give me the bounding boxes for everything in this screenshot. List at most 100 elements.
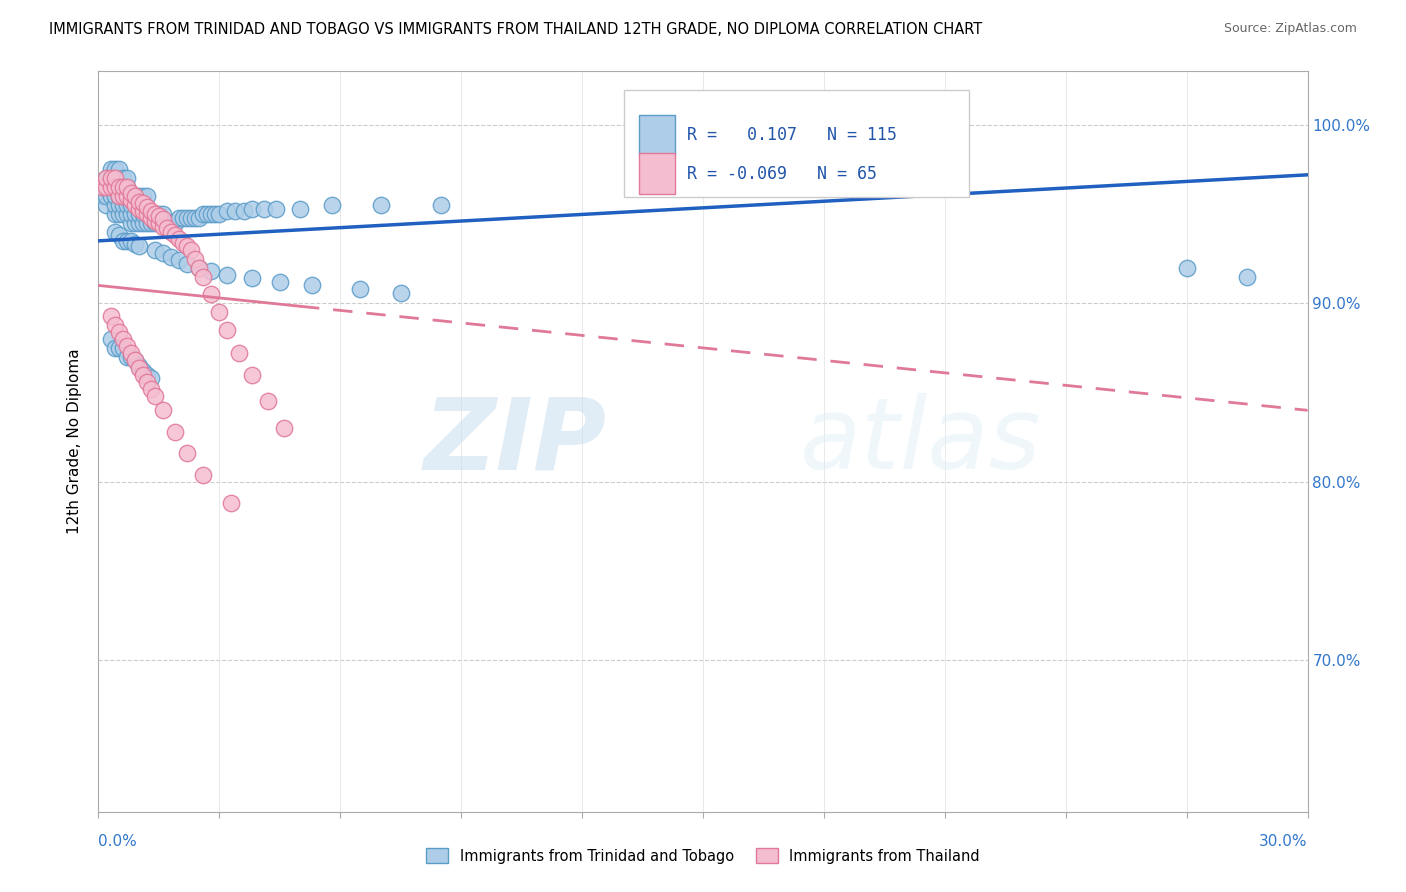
Text: R =   0.107   N = 115: R = 0.107 N = 115 [688,126,897,144]
Point [132,207,155,221]
Point [111,198,134,212]
Point [176,211,198,225]
Point [273,421,295,435]
Point [240,368,263,382]
Point [256,394,278,409]
Text: 0.0%: 0.0% [98,834,138,849]
Point [148,216,170,230]
Point [132,189,155,203]
Point [115,171,138,186]
Point [132,196,155,211]
Point [228,346,250,360]
Text: R = -0.069   N = 65: R = -0.069 N = 65 [688,165,877,183]
Point [128,216,150,230]
Point [115,180,138,194]
Point [143,207,166,221]
Point [124,198,146,212]
Point [111,332,134,346]
Point [156,221,179,235]
Point [124,198,146,212]
Point [103,180,125,194]
Point [128,198,150,212]
Point [152,246,174,260]
Point [103,162,125,177]
Point [107,341,129,355]
Point [180,243,202,257]
Point [184,211,207,225]
Point [115,180,138,194]
Point [1236,269,1258,284]
Point [124,216,146,230]
Text: ZIP: ZIP [423,393,606,490]
FancyBboxPatch shape [638,114,675,155]
Point [208,207,231,221]
Point [221,496,243,510]
Point [120,198,142,212]
Point [107,207,129,221]
Point [288,202,311,216]
Point [193,269,215,284]
Point [389,285,412,300]
Point [148,216,170,230]
Point [156,216,179,230]
Point [200,207,222,221]
Point [240,271,263,285]
Point [172,211,194,225]
Point [120,346,142,360]
Point [111,180,134,194]
Point [163,425,186,439]
Point [370,198,392,212]
Point [152,207,174,221]
Point [111,189,134,203]
FancyBboxPatch shape [638,153,675,194]
Point [152,403,174,417]
Point [217,323,239,337]
Point [135,375,157,389]
Point [1175,260,1198,275]
Point [107,189,129,203]
Point [107,180,129,194]
Point [152,219,174,234]
Point [96,189,118,203]
Point [152,216,174,230]
Point [188,260,211,275]
Point [349,282,371,296]
Point [124,189,146,203]
Point [135,200,157,214]
Point [91,189,114,203]
Point [107,189,129,203]
Point [139,207,162,221]
Point [132,216,155,230]
Text: atlas: atlas [800,393,1042,490]
Point [135,368,157,382]
Point [103,207,125,221]
Point [107,228,129,243]
Point [148,209,170,223]
Point [111,207,134,221]
Point [128,202,150,216]
Point [195,207,218,221]
Point [132,364,155,378]
Point [160,250,183,264]
Point [96,171,118,186]
Point [188,211,211,225]
Point [152,212,174,227]
Point [232,203,254,218]
Point [240,202,263,216]
Point [264,202,287,216]
Point [163,216,186,230]
Point [100,332,122,346]
Point [115,234,138,248]
Point [301,278,323,293]
Point [128,189,150,203]
Point [193,207,215,221]
Point [120,186,142,200]
Point [96,180,118,194]
Point [253,202,276,216]
Point [111,234,134,248]
Point [120,193,142,207]
Point [103,171,125,186]
Point [100,180,122,194]
Point [200,287,222,301]
Point [321,198,343,212]
